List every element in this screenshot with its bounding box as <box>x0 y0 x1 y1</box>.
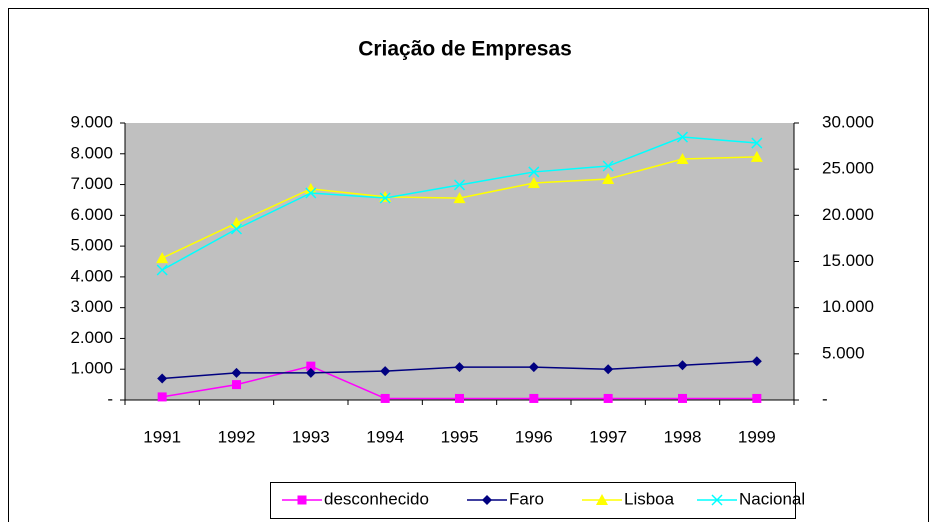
y-tick-label: - <box>107 389 113 408</box>
y2-tick-label: 25.000 <box>822 159 874 178</box>
y2-tick-label: 30.000 <box>822 112 874 131</box>
data-point <box>455 393 464 403</box>
legend-label: desconhecido <box>324 489 429 508</box>
data-point <box>230 223 243 235</box>
legend-label: Faro <box>509 489 544 508</box>
x-tick-label: 1995 <box>441 427 479 446</box>
data-point <box>232 380 241 390</box>
x-tick-label: 1992 <box>218 427 256 446</box>
data-point <box>602 160 614 172</box>
x-tick-label: 1993 <box>292 427 330 446</box>
x-tick-label: 1991 <box>143 427 181 446</box>
data-point <box>379 190 392 202</box>
data-point <box>453 179 466 191</box>
data-point <box>453 192 466 204</box>
data-point <box>676 153 689 165</box>
data-point <box>156 252 169 264</box>
y-tick-label: 2.000 <box>70 328 113 347</box>
y-tick-label: 7.000 <box>70 174 113 193</box>
data-point <box>602 173 615 185</box>
legend-label: Lisboa <box>624 489 675 508</box>
x-tick-label: 1994 <box>366 427 404 446</box>
data-point <box>454 362 465 373</box>
y-tick-label: 3.000 <box>70 297 113 316</box>
chart-title: Criação de Empresas <box>358 38 572 61</box>
data-point <box>750 150 763 162</box>
y2-tick-label: 5.000 <box>822 343 865 362</box>
data-point <box>305 187 317 199</box>
y-tick-label: 6.000 <box>70 205 113 224</box>
data-point <box>380 366 391 377</box>
data-point <box>678 393 687 403</box>
data-point <box>156 264 168 276</box>
data-point <box>676 131 689 143</box>
data-point <box>528 362 539 373</box>
data-point <box>751 356 762 367</box>
legend-marker <box>711 494 723 506</box>
data-point <box>528 166 540 178</box>
y2-tick-label: 15.000 <box>822 251 874 270</box>
y-tick-label: 4.000 <box>70 266 113 285</box>
data-point <box>527 177 540 189</box>
data-point <box>529 393 539 403</box>
data-point <box>379 192 391 204</box>
y2-tick-label: - <box>822 389 828 408</box>
x-tick-label: 1999 <box>738 427 776 446</box>
data-point <box>752 393 762 403</box>
x-tick-label: 1997 <box>589 427 627 446</box>
y-tick-label: 8.000 <box>70 143 113 162</box>
data-point <box>305 367 316 378</box>
data-point <box>231 367 242 378</box>
data-point <box>603 364 614 375</box>
data-point <box>677 360 688 371</box>
legend-marker <box>482 495 492 505</box>
y-tick-label: 9.000 <box>70 112 113 131</box>
data-point <box>380 393 390 403</box>
x-tick-label: 1998 <box>664 427 702 446</box>
data-point <box>306 361 316 371</box>
legend-label: Nacional <box>739 489 805 508</box>
y2-tick-label: 10.000 <box>822 297 874 316</box>
data-point <box>751 137 763 149</box>
x-tick-label: 1996 <box>515 427 553 446</box>
data-point <box>157 373 168 384</box>
legend: desconhecido Faro Lisboa Nacional <box>270 482 805 519</box>
y2-tick-label: 20.000 <box>822 205 874 224</box>
plot-area <box>125 123 794 400</box>
y-tick-label: 5.000 <box>70 236 113 255</box>
data-point <box>304 182 317 194</box>
legend-marker <box>297 495 307 505</box>
legend-marker <box>596 494 608 505</box>
y-tick-label: 1.000 <box>70 359 113 378</box>
data-point <box>603 393 613 403</box>
data-point <box>157 392 167 402</box>
